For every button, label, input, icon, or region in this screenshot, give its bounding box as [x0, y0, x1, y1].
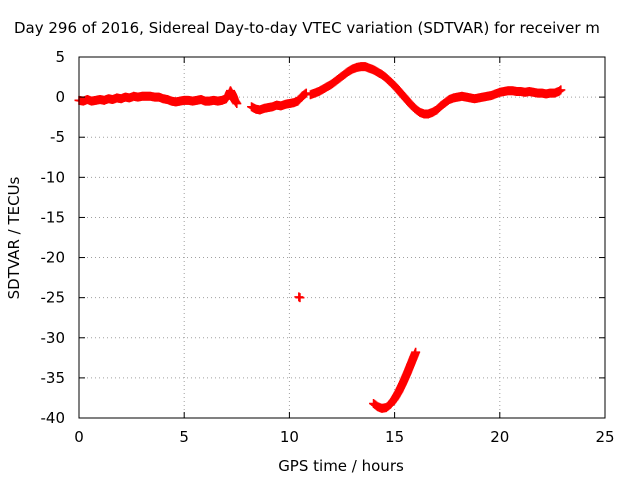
plot-border	[78, 56, 606, 419]
y-tick-label: -5	[50, 128, 65, 146]
y-tick-label: -20	[41, 249, 66, 267]
data-point	[555, 86, 565, 96]
x-axis-label: GPS time / hours	[278, 457, 404, 475]
tick-layer: 0 5 10 15 20 25 -40 -35 -30 -25 -20 -15 -10 -5 0 5	[41, 48, 615, 446]
grid-layer	[79, 57, 605, 418]
y-tick-label: 0	[55, 88, 65, 106]
data-point	[295, 293, 305, 303]
data-point	[232, 99, 242, 109]
x-tick-label: 15	[385, 428, 404, 446]
y-tick-label: -30	[41, 329, 66, 347]
x-tick-label: 5	[179, 428, 189, 446]
y-tick-label: -10	[41, 168, 66, 186]
chart-title: Day 296 of 2016, Sidereal Day-to-day VTE…	[14, 19, 600, 37]
x-tick-label: 20	[490, 428, 509, 446]
data-point	[411, 347, 421, 357]
data-point	[294, 292, 304, 302]
data-layer	[74, 62, 566, 413]
y-tick-label: -15	[41, 208, 66, 226]
x-tick-label: 10	[280, 428, 299, 446]
y-tick-label: -40	[41, 409, 66, 427]
x-tick-label: 0	[74, 428, 84, 446]
y-tick-label: -25	[41, 289, 66, 307]
y-tick-label: -35	[41, 369, 66, 387]
y-tick-label: 5	[55, 48, 65, 66]
data-point	[556, 85, 566, 95]
y-axis-label: SDTVAR / TECUs	[5, 176, 23, 299]
x-tick-label: 25	[595, 428, 614, 446]
data-point	[554, 86, 564, 96]
